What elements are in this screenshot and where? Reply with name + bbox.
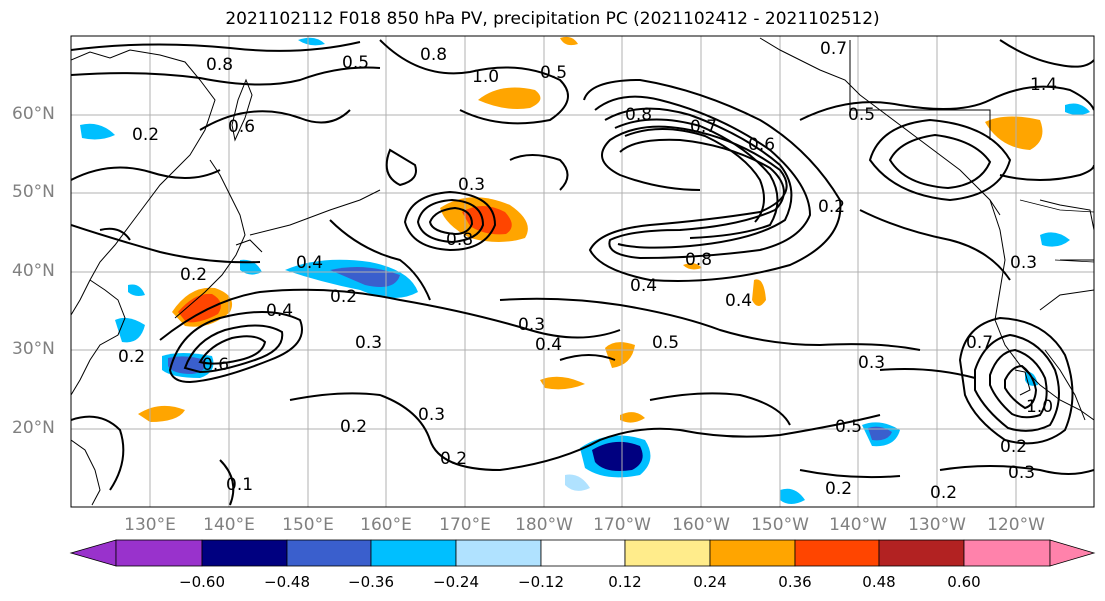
colorbar-bin bbox=[794, 539, 880, 567]
borders bbox=[1019, 199, 1095, 263]
pv-contours bbox=[71, 39, 1094, 506]
lon-label: 170°W bbox=[593, 515, 651, 535]
contour-label: 0.2 bbox=[118, 347, 145, 367]
colorbar-bin bbox=[115, 539, 203, 567]
lon-label: 160°W bbox=[672, 515, 730, 535]
contour-label: 0.4 bbox=[535, 335, 562, 355]
colorbar-bin bbox=[201, 539, 288, 567]
colorbar-tick-label: −0.36 bbox=[348, 573, 394, 591]
coastlines bbox=[71, 37, 1094, 506]
lon-label: 160°E bbox=[360, 515, 412, 535]
contour-label: 0.6 bbox=[228, 117, 255, 137]
lon-label: 150°E bbox=[282, 515, 334, 535]
contour-label: 0.5 bbox=[342, 53, 369, 73]
colorbar-bin bbox=[963, 539, 1051, 567]
lon-label: 170°E bbox=[439, 515, 491, 535]
contour-label: 0.3 bbox=[458, 175, 485, 195]
contour-label: 0.2 bbox=[440, 449, 467, 469]
contour-label: 0.8 bbox=[206, 55, 233, 75]
colorbar bbox=[69, 539, 1096, 567]
contour-label: 1.0 bbox=[472, 67, 499, 87]
lon-label: 130°E bbox=[124, 515, 176, 535]
lon-label: 130°W bbox=[908, 515, 966, 535]
precipitation-shading bbox=[80, 36, 1090, 504]
contour-label: 0.3 bbox=[1008, 463, 1035, 483]
contour-labels: 0.8 0.5 0.8 1.0 0.5 0.7 1.4 0.6 0.2 0.8 … bbox=[118, 39, 1057, 503]
contour-label: 0.8 bbox=[625, 105, 652, 125]
lon-label: 140°E bbox=[203, 515, 255, 535]
contour-label: 0.2 bbox=[330, 287, 357, 307]
lat-label: 50°N bbox=[12, 182, 55, 202]
graticule bbox=[71, 36, 1094, 507]
lon-label: 120°W bbox=[987, 515, 1045, 535]
colorbar-bin bbox=[709, 539, 796, 567]
colorbar-bin bbox=[370, 539, 457, 567]
lat-label: 40°N bbox=[12, 261, 55, 281]
contour-label: 0.6 bbox=[748, 135, 775, 155]
contour-label: 0.3 bbox=[355, 333, 382, 353]
colorbar-bin bbox=[540, 539, 626, 567]
colorbar-extend-left bbox=[69, 539, 117, 567]
colorbar-tick-label: −0.24 bbox=[433, 573, 479, 591]
contour-label: 0.5 bbox=[848, 105, 875, 125]
contour-label: 0.6 bbox=[202, 355, 229, 375]
contour-label: 0.4 bbox=[296, 253, 323, 273]
colorbar-bin bbox=[286, 539, 372, 567]
colorbar-bin bbox=[878, 539, 965, 567]
colorbar-tick-label: 0.24 bbox=[693, 573, 727, 591]
contour-label: 0.3 bbox=[418, 405, 445, 425]
contour-label: 0.7 bbox=[820, 39, 847, 59]
contour-label: 0.2 bbox=[930, 483, 957, 503]
contour-label: 0.4 bbox=[630, 276, 657, 296]
contour-label: 0.3 bbox=[1010, 253, 1037, 273]
lat-label: 30°N bbox=[12, 339, 55, 359]
contour-label: 0.2 bbox=[132, 125, 159, 145]
colorbar-tick-label: 0.36 bbox=[778, 573, 812, 591]
contour-label: 0.8 bbox=[685, 250, 712, 270]
contour-label: 0.2 bbox=[340, 417, 367, 437]
contour-label: 0.2 bbox=[1000, 437, 1027, 457]
contour-label: 0.4 bbox=[266, 301, 293, 321]
contour-label: 1.0 bbox=[1026, 397, 1053, 417]
lon-label: 180°W bbox=[515, 515, 573, 535]
lat-label: 60°N bbox=[12, 104, 55, 124]
map-title: 2021102112 F018 850 hPa PV, precipitatio… bbox=[225, 9, 880, 29]
colorbar-tick-label: 0.12 bbox=[608, 573, 642, 591]
colorbar-extend-right bbox=[1049, 539, 1096, 567]
contour-label: 0.4 bbox=[725, 291, 752, 311]
colorbar-tick-label: 0.60 bbox=[947, 573, 981, 591]
colorbar-tick-label: −0.60 bbox=[179, 573, 225, 591]
contour-label: 0.7 bbox=[966, 333, 993, 353]
colorbar-tick-label: 0.48 bbox=[862, 573, 896, 591]
contour-label: 0.3 bbox=[858, 353, 885, 373]
contour-label: 0.8 bbox=[420, 45, 447, 65]
contour-label: 0.5 bbox=[835, 417, 862, 437]
colorbar-bin bbox=[624, 539, 711, 567]
contour-label: 0.3 bbox=[518, 315, 545, 335]
colorbar-tick-label: −0.12 bbox=[518, 573, 564, 591]
contour-label: 0.5 bbox=[652, 333, 679, 353]
map-frame bbox=[70, 35, 1095, 508]
contour-label: 0.8 bbox=[446, 230, 473, 250]
colorbar-tick-label: −0.48 bbox=[264, 573, 310, 591]
contour-label: 0.1 bbox=[226, 475, 253, 495]
lon-label: 150°W bbox=[751, 515, 809, 535]
lat-label: 20°N bbox=[12, 418, 55, 438]
contour-label: 0.2 bbox=[825, 479, 852, 499]
contour-label: 0.5 bbox=[540, 63, 567, 83]
contour-label: 0.2 bbox=[818, 197, 845, 217]
colorbar-bin bbox=[455, 539, 542, 567]
contour-label: 0.7 bbox=[690, 117, 717, 137]
contour-label: 1.4 bbox=[1030, 75, 1057, 95]
contour-label: 0.2 bbox=[180, 265, 207, 285]
lon-label: 140°W bbox=[829, 515, 887, 535]
